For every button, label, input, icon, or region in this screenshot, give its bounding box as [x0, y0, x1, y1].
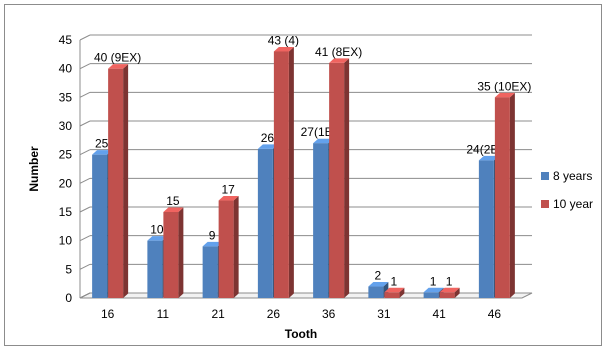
bar [423, 292, 439, 298]
y-tick-label: 5 [65, 262, 72, 276]
bar-top [439, 287, 460, 293]
x-tick-label: 16 [101, 307, 115, 321]
bar-side [509, 92, 515, 298]
bar [257, 148, 273, 298]
x-tick-label: 26 [267, 307, 281, 321]
x-tick-label: 31 [377, 307, 391, 321]
x-axis-title: Tooth [285, 327, 317, 341]
bar [494, 97, 510, 298]
y-tick-label: 0 [65, 291, 72, 305]
bar-top [313, 138, 334, 144]
bar-side [344, 58, 350, 298]
x-tick-label: 21 [211, 307, 225, 321]
bar-top [384, 287, 405, 293]
bar-top [494, 92, 515, 98]
legend-swatch [541, 200, 549, 208]
bar-top [329, 58, 350, 63]
bar-side [178, 207, 184, 298]
y-tick-label: 35 [59, 90, 73, 104]
gridline-side [79, 177, 91, 184]
gridline-side [79, 235, 91, 242]
data-label: 2 [375, 269, 382, 283]
bar [92, 154, 108, 298]
y-tick-label: 45 [59, 33, 73, 47]
y-tick-label: 20 [59, 176, 73, 190]
y-tick-label: 25 [59, 148, 73, 162]
y-tick-label: 15 [59, 205, 73, 219]
bar [368, 286, 384, 298]
x-tick-label: 41 [432, 307, 446, 321]
y-tick-label: 30 [59, 119, 73, 133]
data-label: 1 [430, 274, 437, 288]
bar-side [288, 46, 294, 298]
gridline-side [79, 263, 91, 270]
bar-top [218, 196, 239, 201]
data-label: 1 [446, 274, 453, 288]
gridline-side [79, 91, 91, 98]
gridline-side [79, 34, 91, 41]
data-label: 26 [261, 131, 275, 145]
data-label: 9 [209, 228, 216, 242]
bar-top [257, 144, 278, 149]
bar [202, 246, 218, 298]
bar-top [108, 64, 129, 69]
legend-label: 8 years [553, 169, 592, 183]
bar [313, 143, 329, 298]
data-label: 25 [95, 137, 109, 151]
data-label: 1 [391, 274, 398, 288]
y-tick-label: 40 [59, 62, 73, 76]
bar-top [202, 241, 223, 247]
bar-top [147, 236, 168, 241]
bar-top [423, 287, 444, 293]
data-label: 17 [221, 183, 235, 197]
bar-top [478, 155, 499, 161]
data-label: 35 (10EX) [477, 79, 531, 93]
y-tick-label: 10 [59, 234, 73, 248]
bar-top [163, 207, 184, 212]
bar-top [368, 282, 389, 287]
bar-top [92, 150, 113, 155]
bar [163, 212, 179, 298]
x-tick-label: 11 [157, 307, 170, 321]
gridline-side [79, 149, 91, 156]
bar [218, 200, 234, 298]
gridline-side [79, 292, 91, 299]
legend-swatch [541, 172, 549, 180]
bar-side [399, 287, 405, 298]
gridline-side [79, 63, 91, 70]
bar [273, 51, 289, 298]
data-label: 10 [150, 223, 164, 237]
bar [384, 292, 400, 298]
bar [329, 62, 345, 298]
bar [478, 160, 494, 298]
data-label: 40 (9EX) [94, 51, 141, 65]
bar [108, 68, 124, 299]
y-axis-title: Number [27, 146, 41, 192]
bar-side [233, 196, 239, 298]
legend-label: 10 year [553, 197, 593, 211]
bar-side [454, 287, 460, 298]
data-label: 41 (8EX) [315, 45, 362, 59]
bar-side [123, 64, 129, 299]
data-label: 43 (4) [268, 33, 299, 47]
gridline-side [79, 120, 91, 127]
bar [439, 292, 455, 298]
gridline-side [79, 206, 91, 213]
x-tick-label: 46 [488, 307, 502, 321]
data-label: 15 [166, 194, 180, 208]
bar [147, 240, 163, 298]
bar-top [273, 46, 294, 52]
x-tick-label: 36 [322, 307, 336, 321]
